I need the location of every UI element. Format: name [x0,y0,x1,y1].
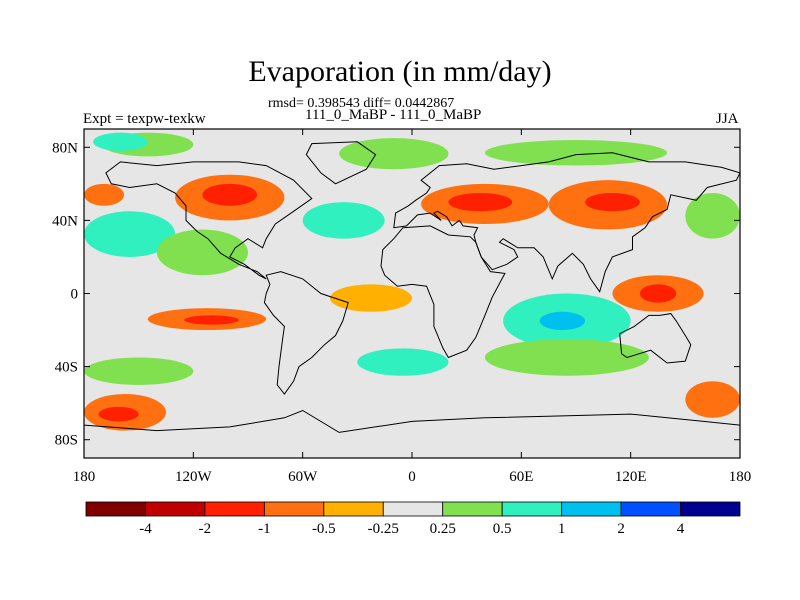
colorbar-label: -1 [258,521,271,537]
coastline-antarctica [84,409,740,458]
region-north-pacific-orange [84,183,125,206]
map-title: Evaporation (in mm/day) [248,55,552,88]
coastline-africa [380,225,506,359]
colorbar-label: 0.25 [430,521,456,537]
coastlines [84,141,740,458]
colorbar-label: 0.5 [493,521,512,537]
region-north-atlantic-cyan [302,202,385,239]
colorbar-label: -0.5 [312,521,336,537]
colorbar: -4 -2 -1 -0.5 -0.25 0.25 0.5 1 2 4 [85,501,741,537]
colorbar-swatch [442,501,503,517]
evaporation-anomaly-field [84,132,740,431]
colorbar-label: 4 [677,521,685,537]
colorbar-label: -4 [139,521,152,537]
season-label: JJA [716,111,739,127]
colorbar-label: -2 [199,521,212,537]
colorbar-label: -0.25 [368,521,399,537]
lat-tick-label: 80S [55,433,78,449]
region-arctic-green-far-east [484,139,668,166]
coastline-australia [619,313,692,364]
region-atlantic-orange [330,284,412,312]
colorbar-swatch [263,501,325,517]
region-south-pacific-red [184,315,239,325]
coastline-greenland [305,141,377,185]
lon-tick-label: 180 [729,469,752,485]
colorbar-swatch [501,501,563,517]
region-asia-red [585,192,640,212]
region-north-pacific-cyan [84,211,176,257]
lon-tick-label: 60W [288,469,318,485]
coastline-south-america [263,271,349,395]
region-indian-ocean-green [484,339,649,376]
region-indian-ocean-blue [539,311,586,331]
latitude-axis: 80N 40N 0 40S 80S [52,140,740,449]
map-plot-area [83,128,741,459]
region-east-pacific-green [685,192,740,239]
region-europe-red [448,192,513,212]
lon-tick-label: 120E [615,469,647,485]
colorbar-swatch [323,501,384,517]
lon-tick-label: 60E [509,469,533,485]
experiment-label: Expt = texpw-texkw [83,111,206,127]
region-arctic-cyan-west [93,132,148,151]
colorbar-swatch [680,501,741,517]
lon-tick-label: 120W [175,469,213,485]
colorbar-swatch [620,501,681,517]
colorbar-swatch [382,501,444,517]
coastline-eurasia [393,152,740,293]
colorbar-swatch [561,501,622,517]
stats-label: rmsd= 0.398543 diff= 0.0442867 [268,96,455,111]
region-southern-ocean-orange-east [685,381,740,418]
region-arctic-green-east [339,138,449,170]
colorbar-swatch [85,501,146,517]
colorbar-swatch [204,501,265,517]
region-south-pacific-green [84,357,194,385]
region-west-pacific-red [639,284,677,303]
longitude-axis: 180 120W 60W 0 60E 120E 180 [73,129,752,485]
map-subtitle: 111_0_MaBP - 111_0_MaBP [305,107,482,123]
region-north-pacific-green [156,229,248,276]
lat-tick-label: 40S [55,360,78,376]
region-southern-ocean-red [98,406,139,422]
colorbar-swatch [145,501,206,517]
region-atlantic-cyan [357,348,449,376]
lat-tick-label: 80N [52,140,78,156]
lat-tick-label: 40N [52,213,78,229]
lon-tick-label: 180 [73,469,96,485]
colorbar-label: 1 [558,521,566,537]
lat-tick-label: 0 [71,287,79,303]
region-north-america-red [202,183,258,206]
colorbar-label: 2 [617,521,625,537]
coastline-north-america [105,161,313,280]
lon-tick-label: 0 [408,469,416,485]
